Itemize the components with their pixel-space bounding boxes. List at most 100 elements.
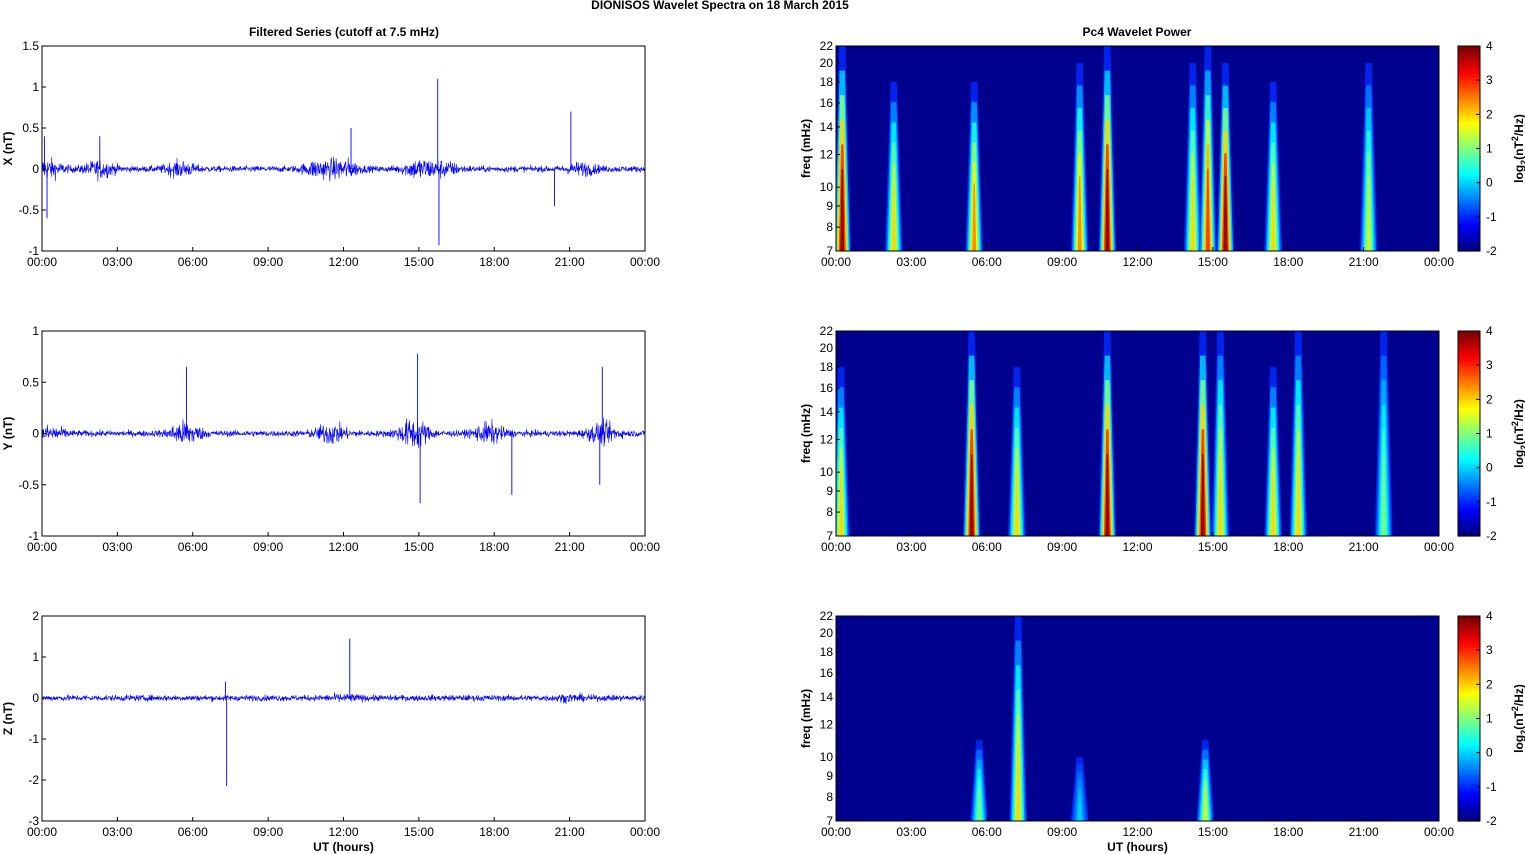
colorbar-swatch	[1458, 433, 1480, 438]
x-tick-label: 18:00	[1273, 540, 1303, 554]
heatmap-streak	[1271, 468, 1276, 536]
y-tick-label: 16	[820, 666, 834, 680]
colorbar-swatch	[1458, 749, 1480, 754]
colorbar-swatch	[1458, 165, 1480, 170]
y-tick-label: 16	[820, 96, 834, 110]
y-tick-label: 12	[820, 718, 834, 732]
y-tick-label: 0.5	[22, 121, 39, 135]
x-tick-label: 12:00	[328, 825, 358, 839]
colorbar-swatch	[1458, 650, 1480, 655]
y-tick-label: -2	[28, 773, 39, 787]
y-tick-label: 10	[820, 465, 834, 479]
x-tick-label: 12:00	[1122, 255, 1152, 269]
colorbar-swatch	[1458, 416, 1480, 421]
colorbar-swatch	[1458, 515, 1480, 520]
y-tick-label: 20	[820, 626, 834, 640]
series-line	[41, 156, 646, 182]
x-tick-label: 00:00	[821, 825, 851, 839]
panel-z-line: 00:00 03:00 06:00 09:00 12:00 15:00 18:00 21:00…	[1, 609, 660, 854]
x-tick-label: 00:00	[821, 255, 851, 269]
colorbar-swatch	[1458, 107, 1480, 112]
colorbar-swatch	[1458, 368, 1480, 373]
colorbar-swatch	[1458, 430, 1480, 435]
colorbar-swatch	[1458, 735, 1480, 740]
heatmap-background	[836, 46, 1439, 251]
y-tick-label: 22	[820, 39, 834, 53]
heatmap-streak	[1366, 175, 1371, 251]
colorbar-swatch	[1458, 189, 1480, 194]
colorbar-swatch	[1458, 151, 1480, 156]
colorbar-swatch	[1458, 100, 1480, 105]
colorbar-tick-label: 0	[1486, 461, 1493, 475]
colorbar-swatch	[1458, 817, 1480, 822]
colorbar-tick-label: 3	[1486, 358, 1493, 372]
y-tick-label: 2	[32, 609, 39, 623]
colorbar-swatch	[1458, 402, 1480, 407]
colorbar-swatch	[1458, 522, 1480, 527]
x-tick-label: 12:00	[1122, 540, 1152, 554]
colorbar-swatch	[1458, 358, 1480, 363]
colorbar-swatch	[1458, 626, 1480, 631]
colorbar-swatch	[1458, 337, 1480, 342]
x-tick-label: 06:00	[178, 825, 208, 839]
y-tick-label: 7	[826, 814, 833, 828]
colorbar-swatch	[1458, 331, 1480, 336]
series-line	[41, 417, 646, 449]
colorbar-swatch	[1458, 220, 1480, 225]
y-tick-label: 12	[820, 433, 834, 447]
colorbar-swatch	[1458, 721, 1480, 726]
colorbar-swatch	[1458, 810, 1480, 815]
colorbar-swatch	[1458, 413, 1480, 418]
colorbar-swatch	[1458, 660, 1480, 665]
colorbar-swatch	[1458, 436, 1480, 441]
colorbar-swatch	[1458, 532, 1480, 537]
x-tick-label: 00:00	[630, 825, 660, 839]
colorbar-swatch	[1458, 663, 1480, 668]
heatmap-streak	[1218, 454, 1223, 536]
colorbar-tick-label: 1	[1486, 142, 1493, 156]
colorbar-swatch	[1458, 440, 1480, 445]
heatmap-streak	[977, 788, 982, 821]
colorbar-swatch	[1458, 745, 1480, 750]
colorbar-swatch	[1458, 657, 1480, 662]
heatmap-streak	[1190, 175, 1195, 251]
colorbar-swatch	[1458, 148, 1480, 153]
colorbar-swatch	[1458, 354, 1480, 359]
colorbar-swatch	[1458, 186, 1480, 191]
x-tick-label: 09:00	[1047, 825, 1077, 839]
colorbar-swatch	[1458, 56, 1480, 61]
colorbar-swatch	[1458, 399, 1480, 404]
colorbar-swatch	[1458, 443, 1480, 448]
colorbar-swatch	[1458, 622, 1480, 627]
x-tick-label: 12:00	[328, 540, 358, 554]
colorbar-tick-label: 3	[1486, 73, 1493, 87]
colorbar-swatch	[1458, 776, 1480, 781]
colorbar-swatch	[1458, 670, 1480, 675]
y-tick-label: 22	[820, 609, 834, 623]
colorbar-swatch	[1458, 769, 1480, 774]
x-tick-label: 00:00	[27, 540, 57, 554]
x-tick-label: 21:00	[1349, 540, 1379, 554]
colorbar-swatch	[1458, 708, 1480, 713]
y-tick-label: -1	[28, 732, 39, 746]
colorbar-swatch	[1458, 206, 1480, 211]
colorbar-swatch	[1458, 361, 1480, 366]
colorbar-swatch	[1458, 471, 1480, 476]
left-column-title: Filtered Series (cutoff at 7.5 mHz)	[249, 25, 439, 39]
colorbar-swatch	[1458, 814, 1480, 819]
x-tick-label: 00:00	[821, 540, 851, 554]
heatmap-streak	[1105, 454, 1110, 536]
colorbar-tick-label: 0	[1486, 746, 1493, 760]
colorbar-swatch	[1458, 701, 1480, 706]
colorbar-swatch	[1458, 687, 1480, 692]
colorbar-swatch	[1458, 155, 1480, 160]
colorbar-swatch	[1458, 378, 1480, 383]
colorbar-swatch	[1458, 423, 1480, 428]
colorbar-swatch	[1458, 179, 1480, 184]
x-tick-label: 03:00	[102, 540, 132, 554]
colorbar-tick-label: 2	[1486, 677, 1493, 691]
colorbar-swatch	[1458, 351, 1480, 356]
colorbar-swatch	[1458, 643, 1480, 648]
heatmap-streak	[1271, 183, 1276, 251]
